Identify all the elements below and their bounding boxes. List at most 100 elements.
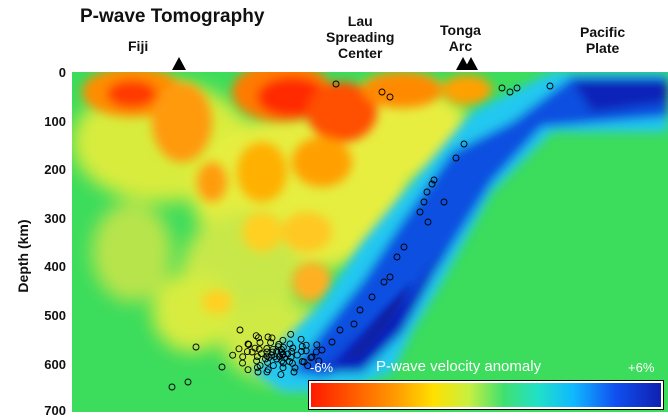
earthquake-marker — [263, 352, 271, 360]
earthquake-marker — [380, 278, 388, 286]
earthquake-marker — [279, 336, 287, 344]
location-markers — [172, 57, 478, 70]
legend-title: P-wave velocity anomaly — [376, 358, 542, 375]
fiji-marker-triangle-icon — [172, 57, 186, 70]
earthquake-marker — [452, 154, 460, 162]
legend-colorbar-frame — [308, 380, 664, 410]
earthquake-marker — [284, 350, 292, 358]
earthquake-marker — [498, 84, 506, 92]
earthquake-marker — [267, 339, 275, 347]
earthquake-marker — [244, 366, 252, 374]
earthquake-marker — [328, 338, 336, 346]
y-tick-700: 700 — [44, 403, 66, 418]
earthquake-marker — [378, 88, 386, 96]
label-pacific-line1: Pacific — [580, 24, 626, 40]
earthquake-marker — [298, 358, 306, 365]
earthquake-marker — [312, 348, 320, 356]
earthquake-marker — [546, 82, 554, 90]
earthquake-marker — [236, 326, 244, 334]
earthquake-marker — [430, 176, 438, 184]
earthquake-marker — [287, 330, 295, 338]
earthquake-marker — [255, 334, 262, 342]
earthquake-marker — [356, 306, 364, 314]
earthquake-marker — [264, 333, 272, 341]
earthquake-marker — [269, 362, 277, 370]
earthquake-marker — [513, 84, 521, 92]
label-tonga-line1: Tonga — [440, 22, 481, 38]
legend-min-label: -6% — [310, 360, 334, 375]
earthquake-marker — [315, 357, 323, 365]
earthquake-marker — [192, 343, 200, 351]
label-lau-line1: Lau — [347, 13, 373, 29]
label-tonga-arc: Tonga Arc — [440, 22, 481, 54]
earthquake-marker — [423, 188, 431, 196]
earthquake-marker — [253, 357, 261, 365]
earthquake-marker — [297, 335, 305, 343]
y-tick-300: 300 — [44, 211, 66, 226]
subducting-slab — [252, 72, 668, 392]
earthquake-marker — [279, 359, 287, 367]
label-lau-line3: Center — [338, 45, 383, 61]
earthquake-marker — [386, 93, 394, 101]
y-tick-500: 500 — [44, 308, 66, 323]
earthquake-marker — [290, 368, 298, 376]
y-tick-0: 0 — [58, 65, 66, 80]
earthquake-marker — [298, 347, 305, 355]
earthquake-marker — [332, 80, 340, 88]
earthquake-marker — [252, 332, 260, 340]
slab-core — [342, 282, 412, 362]
earthquake-marker — [279, 364, 287, 372]
earthquake-marker — [235, 345, 243, 353]
earthquake-marker — [256, 339, 264, 346]
label-fiji: Fiji — [128, 38, 149, 54]
earthquake-marker — [279, 343, 287, 351]
earthquake-marker — [313, 341, 321, 349]
earthquake-marker — [368, 293, 376, 301]
earthquake-marker — [400, 243, 408, 251]
earthquake-marker — [506, 88, 514, 96]
figure-title: P-wave Tomography — [80, 6, 265, 27]
legend-colorbar — [311, 383, 661, 407]
slow-zones — [82, 72, 492, 314]
label-lau-spreading-center: Lau Spreading Center — [326, 13, 394, 61]
earthquake-marker — [273, 347, 281, 355]
earthquake-marker — [416, 208, 424, 216]
earthquake-marker — [420, 198, 428, 206]
earthquake-marker — [288, 359, 296, 367]
earthquake-marker — [277, 371, 285, 379]
earthquake-marker — [440, 198, 448, 206]
earthquake-marker — [304, 362, 312, 370]
earthquake-marker — [289, 344, 297, 352]
earthquake-marker — [393, 253, 401, 261]
label-lau-line2: Spreading — [326, 29, 395, 45]
earthquake-marker — [298, 342, 306, 350]
earthquake-marker — [276, 353, 283, 360]
earthquake-marker — [254, 368, 262, 376]
earthquake-marker — [336, 326, 344, 334]
anomaly-field — [72, 72, 668, 412]
tomography-plot — [72, 72, 668, 412]
earthquake-marker — [184, 378, 192, 386]
earthquake-hypocenters — [168, 80, 554, 391]
earthquake-marker — [386, 273, 394, 281]
earthquake-marker — [253, 363, 261, 371]
earthquake-marker — [218, 363, 226, 371]
earthquake-marker — [263, 368, 271, 376]
label-pacific-plate: Pacific Plate — [580, 24, 625, 56]
earthquake-marker — [424, 218, 432, 226]
y-tick-400: 400 — [44, 259, 66, 274]
earthquake-marker — [229, 351, 237, 359]
legend-max-label: +6% — [628, 360, 655, 375]
label-pacific-line2: Plate — [585, 40, 620, 56]
earthquake-marker — [307, 354, 315, 362]
earthquake-marker — [269, 345, 277, 353]
earthquake-marker — [251, 344, 259, 352]
earthquake-marker — [308, 353, 316, 361]
earthquake-marker — [268, 334, 276, 342]
y-tick-100: 100 — [44, 114, 66, 129]
legend: -6% P-wave velocity anomaly +6% — [306, 352, 668, 416]
earthquake-marker — [168, 383, 176, 391]
earthquake-marker — [350, 320, 358, 328]
earthquake-marker — [255, 345, 263, 353]
earthquake-marker — [269, 348, 277, 356]
